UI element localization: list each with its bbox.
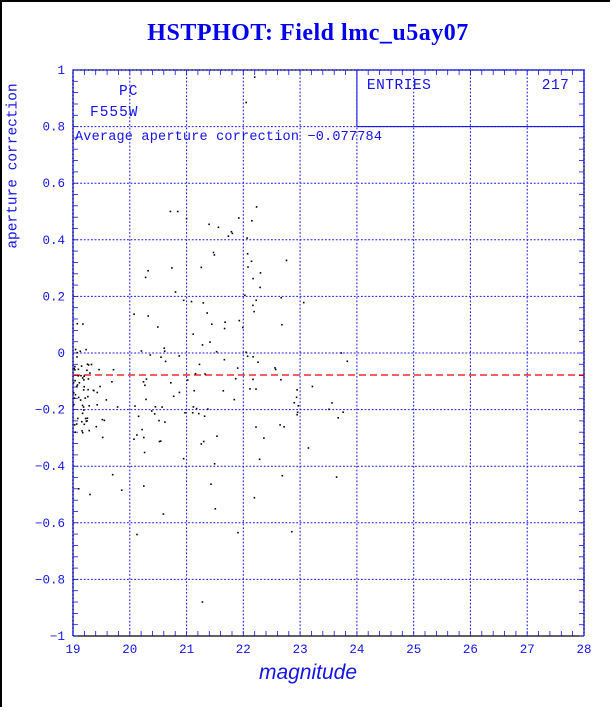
svg-text:1: 1 — [57, 64, 65, 78]
svg-text:0.2: 0.2 — [42, 290, 65, 304]
svg-text:F555W: F555W — [90, 105, 139, 121]
svg-text:24: 24 — [349, 643, 364, 657]
svg-text:ENTRIES: ENTRIES — [367, 78, 431, 94]
svg-text:−0.2: −0.2 — [35, 404, 65, 418]
svg-text:27: 27 — [520, 643, 535, 657]
svg-text:−0.4: −0.4 — [35, 460, 65, 474]
svg-text:26: 26 — [463, 643, 478, 657]
svg-text:0.8: 0.8 — [42, 121, 65, 135]
svg-text:Average aperture correction −0: Average aperture correction −0.077784 — [75, 130, 382, 145]
svg-text:217: 217 — [542, 78, 570, 94]
svg-text:28: 28 — [576, 643, 591, 657]
svg-text:PC: PC — [119, 84, 138, 100]
svg-text:19: 19 — [65, 643, 80, 657]
svg-text:−0.8: −0.8 — [35, 573, 65, 587]
svg-text:20: 20 — [122, 643, 137, 657]
svg-text:23: 23 — [293, 643, 308, 657]
svg-text:0: 0 — [57, 347, 65, 361]
svg-text:25: 25 — [406, 643, 421, 657]
svg-text:21: 21 — [179, 643, 194, 657]
svg-text:22: 22 — [236, 643, 251, 657]
svg-text:−1: −1 — [50, 630, 65, 644]
svg-text:−0.6: −0.6 — [35, 517, 65, 531]
svg-text:0.6: 0.6 — [42, 177, 65, 191]
svg-text:0.4: 0.4 — [42, 234, 65, 248]
